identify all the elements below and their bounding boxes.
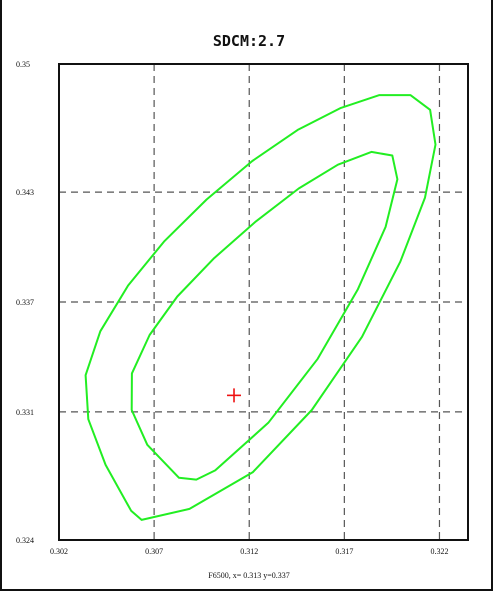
y-tick-label: 0.331 <box>16 408 34 417</box>
ellipse-series <box>84 94 437 521</box>
white-point-marker <box>227 388 242 403</box>
y-tick-label: 0.343 <box>16 188 34 197</box>
y-axis: 0.324 0.331 0.337 0.343 0.35 <box>16 60 34 545</box>
x-tick-label: 0.317 <box>335 547 353 556</box>
x-tick-label: 0.322 <box>430 547 448 556</box>
chart-title: SDCM:2.7 <box>213 32 285 50</box>
plot-frame <box>58 63 469 541</box>
y-tick-label: 0.35 <box>16 60 30 69</box>
y-tick-label: 0.337 <box>16 298 34 307</box>
ellipse-outer <box>84 94 437 521</box>
x-tick-label: 0.307 <box>145 547 163 556</box>
x-tick-label: 0.302 <box>50 547 68 556</box>
chart-footer: F6500, x= 0.313 y=0.337 <box>208 571 289 580</box>
grid-lines <box>59 64 468 540</box>
y-tick-label: 0.324 <box>16 536 34 545</box>
x-tick-label: 0.312 <box>240 547 258 556</box>
ellipse-inner <box>130 150 399 481</box>
x-axis: 0.302 0.307 0.312 0.317 0.322 <box>50 547 448 556</box>
